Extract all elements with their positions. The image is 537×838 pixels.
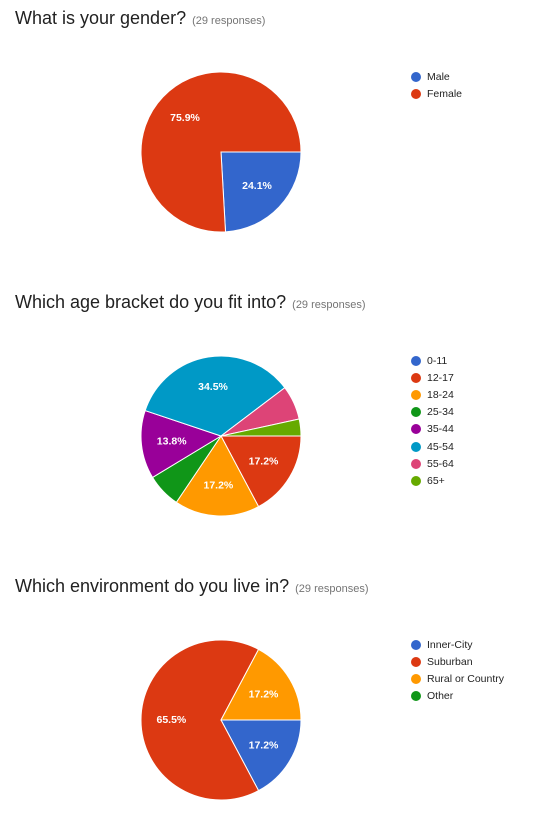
legend-swatch [411,389,421,400]
slice-label-inner-city: 17.2% [249,740,279,752]
slice-label-suburban: 65.5% [157,714,187,726]
legend-swatch [411,71,421,82]
legend-item-18-24[interactable]: 18-24 [411,386,454,403]
response-count: (29 responses) [292,299,366,311]
legend-item-other[interactable]: Other [411,688,504,705]
legend-label: 55-64 [427,457,454,470]
legend-label: Inner-City [427,638,473,651]
question-header: What is your gender? (29 responses) [15,8,265,29]
legend-swatch [411,372,421,383]
legend-swatch [411,441,421,452]
legend-label: 65+ [427,474,445,487]
legend-swatch [411,691,421,702]
pie-chart: 17.2% 17.2% 13.8% 34.5% [140,355,302,517]
legend-label: 35-44 [427,423,454,436]
pie-slice-18-24[interactable] [175,435,260,517]
legend-label: Other [427,690,454,703]
pie-chart: 17.2% 65.5% 17.2% [140,639,302,801]
legend-label: 45-54 [427,440,454,453]
legend-label: 0-11 [427,354,448,367]
chart-legend: Inner-City Suburban Rural or Country Other [411,636,504,705]
legend-label: 12-17 [427,371,454,384]
legend-label: Suburban [427,655,473,668]
legend-label: 18-24 [427,388,454,401]
question-title: What is your gender? [15,8,187,28]
legend-swatch [411,673,421,684]
pie-slice-male[interactable] [220,151,302,233]
legend-label: Rural or Country [427,672,505,685]
legend-swatch [411,639,421,650]
question-title: Which age bracket do you fit into? [15,292,287,312]
chart-legend: Male Female [411,68,462,102]
legend-label: Female [427,87,463,100]
slice-label-female: 75.9% [170,112,200,124]
question-title: Which environment do you live in? [15,576,290,596]
legend-item-55-64[interactable]: 55-64 [411,455,454,472]
legend-swatch [411,458,421,469]
question-header: Which age bracket do you fit into? (29 re… [15,292,366,313]
legend-item-25-34[interactable]: 25-34 [411,404,454,421]
response-count: (29 responses) [192,15,266,27]
legend-item-inner-city[interactable]: Inner-City [411,636,504,653]
question-environment: Which environment do you live in? (29 res… [0,568,537,838]
slice-label-12-17: 17.2% [249,456,279,468]
question-gender: What is your gender? (29 responses) 24.1%… [0,0,537,270]
legend-item-female[interactable]: Female [411,85,462,102]
legend-swatch [411,407,421,418]
pie-slice-suburban[interactable] [140,639,260,801]
question-header: Which environment do you live in? (29 res… [15,576,369,597]
legend-swatch [411,424,421,435]
legend-item-35-44[interactable]: 35-44 [411,421,454,438]
legend-item-male[interactable]: Male [411,68,462,85]
legend-swatch [411,355,421,366]
pie-slice-inner-city[interactable] [220,719,302,792]
slice-label-35-44: 13.8% [157,435,187,447]
legend-swatch [411,656,421,667]
slice-label-rural-or-country: 17.2% [249,689,279,701]
question-age-bracket: Which age bracket do you fit into? (29 re… [0,284,537,554]
slice-label-male: 24.1% [242,180,272,192]
legend-item-65[interactable]: 65+ [411,472,454,489]
legend-item-12-17[interactable]: 12-17 [411,369,454,386]
pie-slice-65[interactable] [220,418,302,437]
legend-item-45-54[interactable]: 45-54 [411,438,454,455]
slice-label-45-54: 34.5% [198,381,228,393]
legend-item-suburban[interactable]: Suburban [411,653,504,670]
pie-slice-35-44[interactable] [140,409,223,479]
response-count: (29 responses) [295,583,369,595]
pie-slice-female[interactable] [140,71,302,233]
legend-label: 25-34 [427,406,454,419]
legend-item-0-11[interactable]: 0-11 [411,352,454,369]
chart-legend: 0-11 12-17 18-24 25-34 35-44 45-54 55-64 65+ [411,352,454,490]
slice-label-18-24: 17.2% [204,480,234,492]
legend-item-rural-or-country[interactable]: Rural or Country [411,670,504,687]
pie-slice-45-54[interactable] [144,355,286,437]
pie-slice-12-17[interactable] [220,435,302,508]
legend-swatch [411,88,421,99]
pie-chart: 24.1% 75.9% [140,71,302,233]
pie-slice-rural-or-country[interactable] [220,648,302,721]
legend-swatch [411,475,421,486]
legend-label: Male [427,70,450,83]
